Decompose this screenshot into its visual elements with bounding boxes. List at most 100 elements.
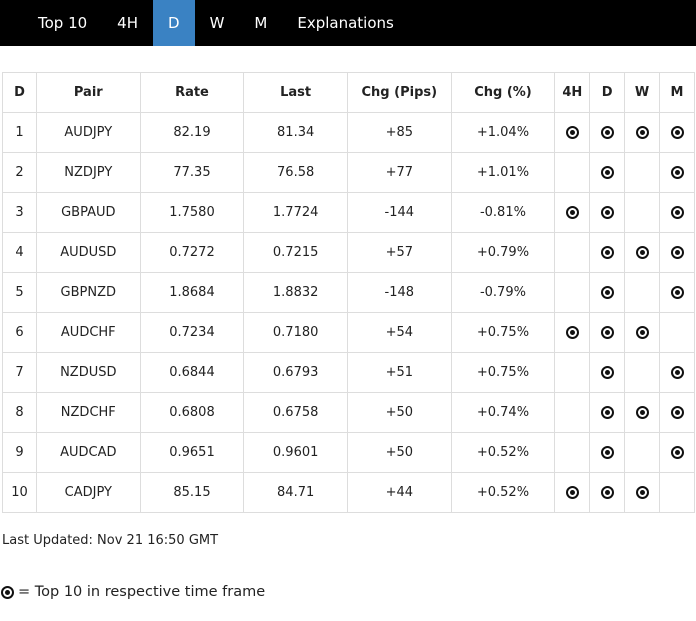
top10-marker-icon [1,585,14,599]
top10-marker-icon [600,126,614,139]
top10-marker-cell-4h [554,472,591,513]
top10-marker-icon [670,166,684,179]
tab-w[interactable]: W [209,14,225,32]
top10-marker-cell-4h [554,272,591,313]
top10-marker-cell-4h [554,112,591,153]
top10-marker-icon [565,206,579,219]
top10-marker-cell-m [659,312,695,353]
top10-marker-icon [635,246,649,259]
top10-marker-cell-w [624,192,661,233]
top10-marker-cell-d [589,312,626,353]
last-cell: 0.6793 [243,352,348,393]
column-header-pair: Pair [35,72,141,113]
top10-marker-icon [635,126,649,139]
column-header-chg-pct: Chg (%) [450,72,556,113]
last-cell: 1.8832 [243,272,348,313]
pair-cell: AUDUSD [35,232,141,273]
rate-cell: 82.19 [139,112,245,153]
chg-pct-cell: +0.75% [450,312,556,353]
tab-explanations[interactable]: Explanations [297,14,394,32]
top10-marker-cell-w [624,472,661,513]
last-cell: 0.7215 [243,232,348,273]
pair-cell: CADJPY [35,472,141,513]
top10-marker-cell-4h [554,192,591,233]
chg-pips-cell: +51 [346,352,452,393]
top10-marker-cell-d [589,192,626,233]
top10-marker-icon [600,206,614,219]
pair-cell: AUDCHF [35,312,141,353]
last-cell: 81.34 [243,112,348,153]
rank-cell: 10 [2,472,37,513]
top10-marker-icon [670,286,684,299]
top10-marker-icon [670,246,684,259]
top10-marker-icon [635,326,649,339]
legend-text: = Top 10 in respective time frame [18,584,266,600]
rank-cell: 5 [2,272,37,313]
column-header-w: W [624,72,661,113]
chg-pips-cell: -148 [346,272,452,313]
chg-pips-cell: +77 [346,152,452,193]
top10-marker-icon [670,126,684,139]
top10-marker-cell-m [659,432,695,473]
rate-cell: 0.7234 [139,312,245,353]
top10-marker-icon [600,326,614,339]
top10-marker-cell-m [659,152,695,193]
chg-pips-cell: +50 [346,432,452,473]
top10-marker-icon [635,486,649,499]
tab-m[interactable]: M [254,14,268,32]
rate-cell: 1.7580 [139,192,245,233]
top10-marker-icon [635,406,649,419]
chg-pct-cell: +1.01% [450,152,556,193]
top10-marker-cell-m [659,472,695,513]
table-row: 10 CADJPY 85.15 84.71 +44 +0.52% [2,472,695,513]
column-header-chg-pips: Chg (Pips) [346,72,452,113]
chg-pct-cell: -0.81% [450,192,556,233]
top10-marker-icon [600,406,614,419]
chg-pct-cell: +0.52% [450,472,556,513]
pair-cell: AUDCAD [35,432,141,473]
chg-pct-cell: -0.79% [450,272,556,313]
top10-marker-icon [670,406,684,419]
top10-marker-cell-d [589,272,626,313]
pair-cell: NZDUSD [35,352,141,393]
last-cell: 76.58 [243,152,348,193]
chg-pips-cell: +85 [346,112,452,153]
tab-top-10[interactable]: Top 10 [38,14,88,32]
top10-marker-cell-4h [554,352,591,393]
table-row: 6 AUDCHF 0.7234 0.7180 +54 +0.75% [2,312,695,353]
rank-cell: 7 [2,352,37,393]
top10-marker-cell-w [624,152,661,193]
top10-marker-cell-d [589,112,626,153]
rate-cell: 0.6844 [139,352,245,393]
rate-cell: 85.15 [139,472,245,513]
top10-marker-cell-m [659,192,695,233]
top10-marker-icon [600,366,614,379]
legend: = Top 10 in respective time frame [1,584,696,600]
chg-pips-cell: +57 [346,232,452,273]
top10-marker-cell-m [659,352,695,393]
top10-marker-cell-4h [554,392,591,433]
tab-4h[interactable]: 4H [117,14,138,32]
top10-marker-cell-w [624,272,661,313]
top-nav: Top 10 4H D W M Explanations [0,0,696,46]
pair-cell: GBPNZD [35,272,141,313]
top10-marker-icon [600,246,614,259]
top10-marker-icon [670,366,684,379]
chg-pips-cell: -144 [346,192,452,233]
top10-marker-cell-4h [554,232,591,273]
last-cell: 0.6758 [243,392,348,433]
table-row: 4 AUDUSD 0.7272 0.7215 +57 +0.79% [2,232,695,273]
column-header-last: Last [243,72,348,113]
tab-d[interactable]: D [153,0,195,46]
top10-marker-cell-d [589,392,626,433]
chg-pips-cell: +50 [346,392,452,433]
top10-marker-icon [600,486,614,499]
rate-cell: 1.8684 [139,272,245,313]
top10-marker-cell-d [589,432,626,473]
top10-marker-cell-m [659,112,695,153]
column-header-m: M [659,72,695,113]
top10-marker-cell-4h [554,152,591,193]
column-header-4h: 4H [554,72,591,113]
table-row: 2 NZDJPY 77.35 76.58 +77 +1.01% [2,152,695,193]
chg-pct-cell: +0.52% [450,432,556,473]
